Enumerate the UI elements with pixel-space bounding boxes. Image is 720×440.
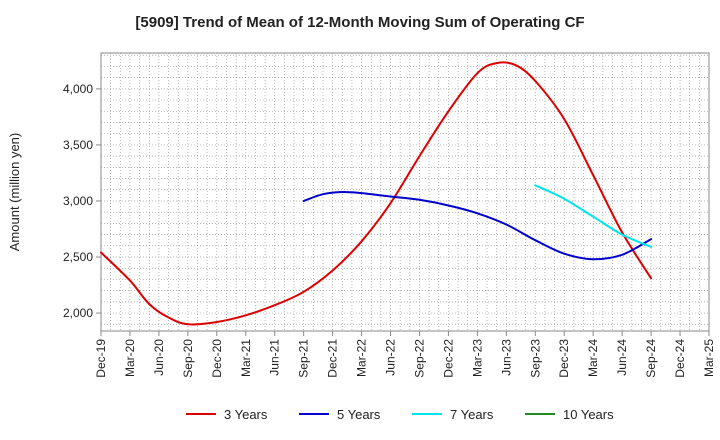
x-tick-label: Sep-24 — [644, 339, 658, 378]
x-tick-label: Dec-21 — [326, 339, 340, 378]
legend-label-10-years: 10 Years — [563, 407, 614, 422]
x-tick-label: Sep-22 — [412, 339, 426, 378]
x-tick-label: Jun-24 — [615, 339, 629, 376]
y-axis-title: Amount (million yen) — [7, 133, 22, 252]
y-tick-label: 3,000 — [63, 194, 93, 208]
plot-frame — [100, 52, 710, 332]
x-tick-label: Dec-19 — [94, 339, 108, 378]
x-tick-label: Mar-21 — [239, 339, 253, 377]
y-tick-label: 2,000 — [63, 306, 93, 320]
y-axis-ticks: 2,000 2,500 3,000 3,500 4,000 — [63, 82, 101, 320]
x-tick-label: Mar-22 — [355, 339, 369, 377]
legend: 3 Years 5 Years 7 Years 10 Years — [186, 407, 614, 422]
legend-label-5-years: 5 Years — [337, 407, 381, 422]
x-tick-label: Mar-24 — [586, 339, 600, 377]
x-tick-label: Dec-22 — [441, 339, 455, 378]
series-lines — [100, 61, 653, 326]
x-tick-label: Mar-23 — [470, 339, 484, 377]
x-tick-label: Jun-20 — [152, 339, 166, 376]
x-tick-label: Jun-22 — [384, 339, 398, 376]
y-tick-label: 2,500 — [63, 250, 93, 264]
chart-title: [5909] Trend of Mean of 12-Month Moving … — [135, 14, 585, 31]
x-tick-label: Jun-23 — [499, 339, 513, 376]
x-axis-ticks: Dec-19 Mar-20 Jun-20 Sep-20 Dec-20 Mar-21 Jun-… — [94, 331, 716, 378]
series-line-3-years — [100, 61, 653, 326]
x-tick-label: Dec-23 — [557, 339, 571, 378]
x-tick-label: Mar-20 — [123, 339, 137, 377]
legend-label-7-years: 7 Years — [450, 407, 494, 422]
x-tick-label: Sep-23 — [528, 339, 542, 378]
x-tick-label: Dec-24 — [673, 339, 687, 378]
series-line-5-years — [302, 190, 653, 261]
x-tick-label: Sep-21 — [297, 339, 311, 378]
y-tick-label: 3,500 — [63, 138, 93, 152]
x-tick-label: Sep-20 — [181, 339, 195, 378]
grid — [100, 53, 710, 331]
x-tick-label: Mar-25 — [702, 339, 716, 377]
legend-label-3-years: 3 Years — [224, 407, 268, 422]
y-tick-label: 4,000 — [63, 82, 93, 96]
x-tick-label: Jun-21 — [268, 339, 282, 376]
series-line-7-years — [534, 184, 653, 248]
x-tick-label: Dec-20 — [210, 339, 224, 378]
